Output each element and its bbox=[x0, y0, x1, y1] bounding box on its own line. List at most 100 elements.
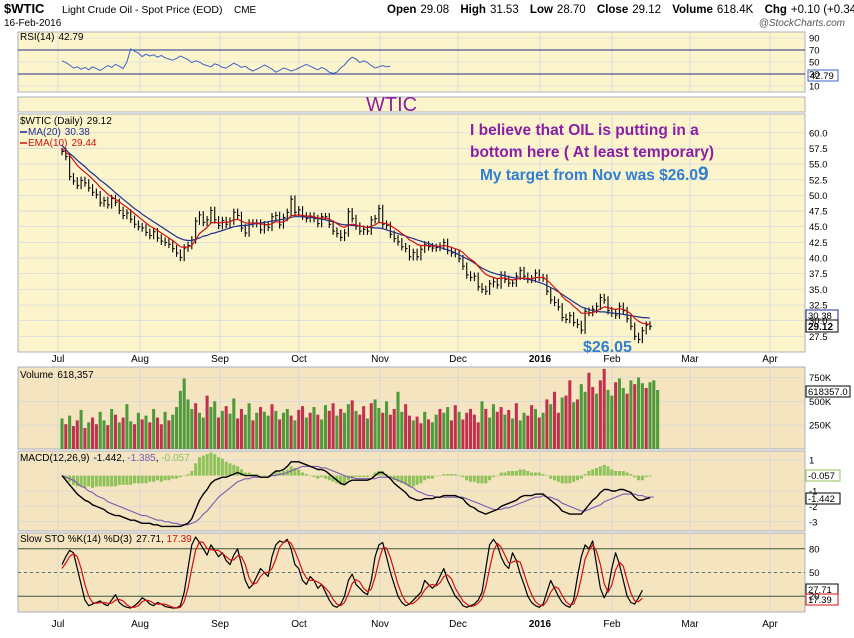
volume-bar bbox=[491, 404, 495, 449]
volume-bar bbox=[106, 425, 110, 449]
macd-histogram-bar bbox=[186, 474, 190, 476]
y-tick-label: 20 bbox=[809, 592, 820, 603]
close-last-tag-box bbox=[805, 319, 839, 333]
macd-histogram-bar bbox=[209, 452, 213, 476]
macd-histogram-bar bbox=[606, 466, 610, 476]
macd-histogram-bar bbox=[182, 475, 186, 477]
macd-histogram-bar bbox=[323, 475, 327, 479]
month-label-top: Sep bbox=[211, 354, 229, 365]
y-tick-label: 50 bbox=[809, 568, 820, 579]
macd-histogram-bar bbox=[598, 466, 602, 476]
volume-bar bbox=[614, 382, 618, 449]
macd-histogram-bar bbox=[79, 475, 83, 487]
volume-bar bbox=[346, 404, 350, 449]
macd-histogram-bar bbox=[407, 475, 411, 487]
macd-histogram-bar bbox=[293, 467, 297, 476]
volume-bar bbox=[331, 403, 335, 449]
macd-histogram-bar bbox=[602, 464, 606, 476]
high-value: 31.53 bbox=[490, 4, 519, 16]
volume-bar bbox=[415, 416, 419, 449]
volume-bar bbox=[236, 418, 240, 449]
macd-histogram-bar bbox=[262, 475, 266, 477]
symbol: $WTIC bbox=[4, 1, 45, 16]
macd-histogram-bar bbox=[457, 475, 461, 477]
macd-histogram-bar bbox=[259, 475, 263, 477]
month-label-top: Apr bbox=[762, 354, 778, 365]
volume-bar bbox=[392, 408, 396, 449]
volume-bar bbox=[560, 397, 564, 449]
y-tick-label: 1 bbox=[809, 456, 814, 467]
macd-histogram-bar bbox=[255, 474, 259, 476]
month-label-bottom: Mar bbox=[681, 619, 699, 630]
macd-histogram-bar bbox=[404, 475, 408, 485]
macd-histogram-bar bbox=[316, 475, 320, 479]
macd-histogram-bar bbox=[522, 469, 526, 476]
macd-histogram-bar bbox=[495, 475, 499, 477]
macd-histogram-bar bbox=[217, 457, 221, 476]
y-tick-label: 30 bbox=[809, 70, 820, 81]
macd-histogram-bar bbox=[610, 469, 614, 476]
volume-bar bbox=[159, 424, 163, 449]
volume-bar bbox=[316, 414, 320, 449]
volume-bar bbox=[323, 405, 327, 449]
volume-bar bbox=[465, 412, 469, 449]
macd-histogram-bar bbox=[194, 463, 198, 476]
macd-histogram-bar bbox=[568, 475, 572, 484]
macd-histogram-bar bbox=[102, 475, 106, 487]
macd-histogram-bar bbox=[438, 475, 442, 477]
macd-histogram-bar bbox=[587, 471, 591, 476]
volume-bar bbox=[472, 414, 476, 449]
sto-k-line bbox=[61, 536, 643, 609]
month-label-bottom: Sep bbox=[211, 619, 229, 630]
macd-histogram-bar bbox=[423, 475, 427, 481]
macd-histogram-bar bbox=[396, 475, 400, 482]
macd-histogram-bar bbox=[633, 475, 637, 478]
macd-histogram-bar bbox=[591, 469, 595, 476]
volume-bar bbox=[64, 424, 68, 449]
volume-bar bbox=[469, 408, 473, 449]
volume-bar bbox=[545, 399, 549, 449]
macd-histogram-bar bbox=[133, 475, 137, 484]
low-price-annotation: $26.05 bbox=[583, 339, 632, 356]
macd-histogram-bar bbox=[369, 475, 373, 477]
volume-bar bbox=[213, 401, 217, 449]
macd-histogram-bar bbox=[553, 475, 557, 481]
month-label-bottom: Oct bbox=[291, 619, 307, 630]
price-panel bbox=[17, 113, 806, 353]
volume-bar bbox=[144, 415, 148, 449]
volume-bar bbox=[83, 428, 87, 449]
macd-histogram-bar bbox=[488, 475, 492, 481]
volume-bar bbox=[350, 400, 354, 449]
volume-bar bbox=[495, 411, 499, 449]
ma-last-tag: 30.38 bbox=[808, 311, 832, 322]
month-label-bottom: Apr bbox=[762, 619, 778, 630]
y-tick-label: 47.5 bbox=[809, 207, 828, 218]
macd-histogram-bar bbox=[583, 474, 587, 476]
month-label-bottom: Feb bbox=[603, 619, 621, 630]
volume-bar bbox=[79, 409, 83, 449]
macd-histogram-bar bbox=[507, 471, 511, 476]
volume-bar bbox=[270, 404, 274, 449]
chg-value: +0.10 (+0.34%) bbox=[791, 4, 854, 16]
volume-bar bbox=[556, 412, 560, 449]
macd-histogram-bar bbox=[236, 466, 240, 476]
volume-bar bbox=[606, 389, 610, 449]
month-label-bottom: Aug bbox=[131, 619, 149, 630]
volume-bar bbox=[274, 410, 278, 449]
volume-bar bbox=[507, 409, 511, 449]
rsi-line bbox=[61, 48, 391, 74]
macd-histogram-bar bbox=[94, 475, 98, 487]
volume-bar bbox=[312, 407, 316, 449]
volume-bar bbox=[327, 410, 331, 449]
macd-histogram-bar bbox=[415, 475, 419, 485]
volume-bar bbox=[652, 380, 656, 449]
volume-last-tag-box bbox=[805, 385, 851, 398]
y-tick-label: 70 bbox=[809, 46, 820, 57]
macd-histogram-bar bbox=[365, 475, 369, 478]
volume-bar bbox=[297, 409, 301, 449]
volume-bar bbox=[400, 411, 404, 449]
volume-bar bbox=[110, 408, 114, 449]
volume-bar bbox=[457, 411, 461, 449]
volume-bar bbox=[197, 412, 201, 449]
volume-bar bbox=[453, 405, 457, 449]
